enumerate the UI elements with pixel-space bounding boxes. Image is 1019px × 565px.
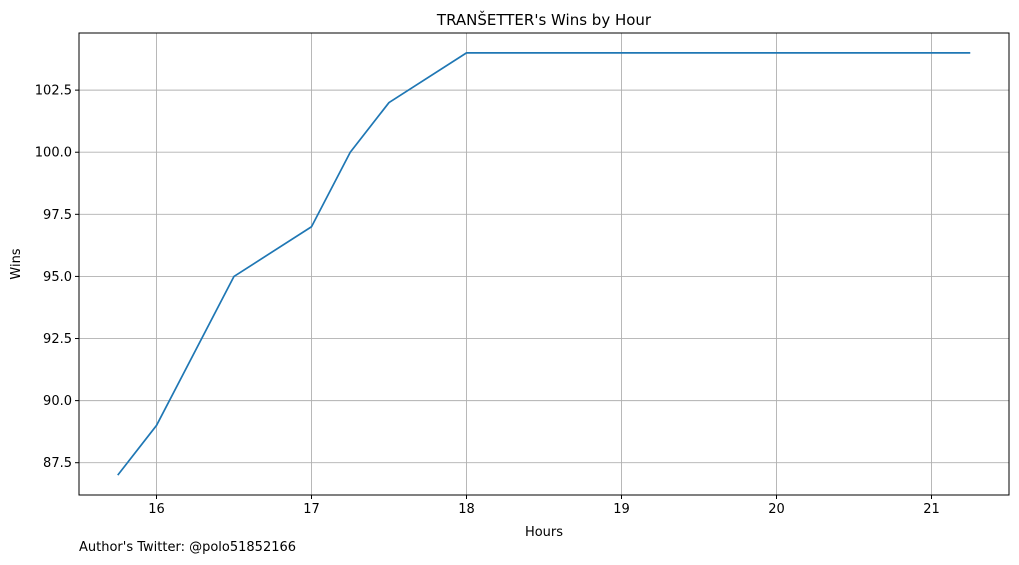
y-tick-label: 102.5 xyxy=(35,84,72,99)
y-axis-label: Wins xyxy=(9,248,24,279)
x-axis: 16 17 18 19 20 21 xyxy=(148,495,940,517)
y-tick-label: 95.0 xyxy=(43,270,72,285)
x-axis-label: Hours xyxy=(525,525,563,540)
chart-title: TRANŠETTER's Wins by Hour xyxy=(436,10,652,29)
x-tick-label: 18 xyxy=(458,502,475,517)
plot-frame xyxy=(78,32,1010,496)
author-footnote: Author's Twitter: @polo51852166 xyxy=(79,540,297,555)
x-tick-label: 19 xyxy=(613,502,630,517)
y-tick-label: 92.5 xyxy=(43,332,72,347)
y-tick-label: 97.5 xyxy=(43,208,72,223)
y-tick-label: 100.0 xyxy=(35,146,72,161)
grid xyxy=(79,33,1009,495)
y-axis: 87.5 90.0 92.5 95.0 97.5 100.0 102.5 xyxy=(35,84,79,471)
series-line xyxy=(117,52,971,476)
x-tick-label: 20 xyxy=(768,502,785,517)
x-tick-label: 17 xyxy=(303,502,320,517)
x-tick-label: 16 xyxy=(148,502,165,517)
y-tick-label: 90.0 xyxy=(43,394,72,409)
x-tick-label: 21 xyxy=(923,502,940,517)
y-tick-label: 87.5 xyxy=(43,456,72,471)
series-group xyxy=(117,52,971,476)
